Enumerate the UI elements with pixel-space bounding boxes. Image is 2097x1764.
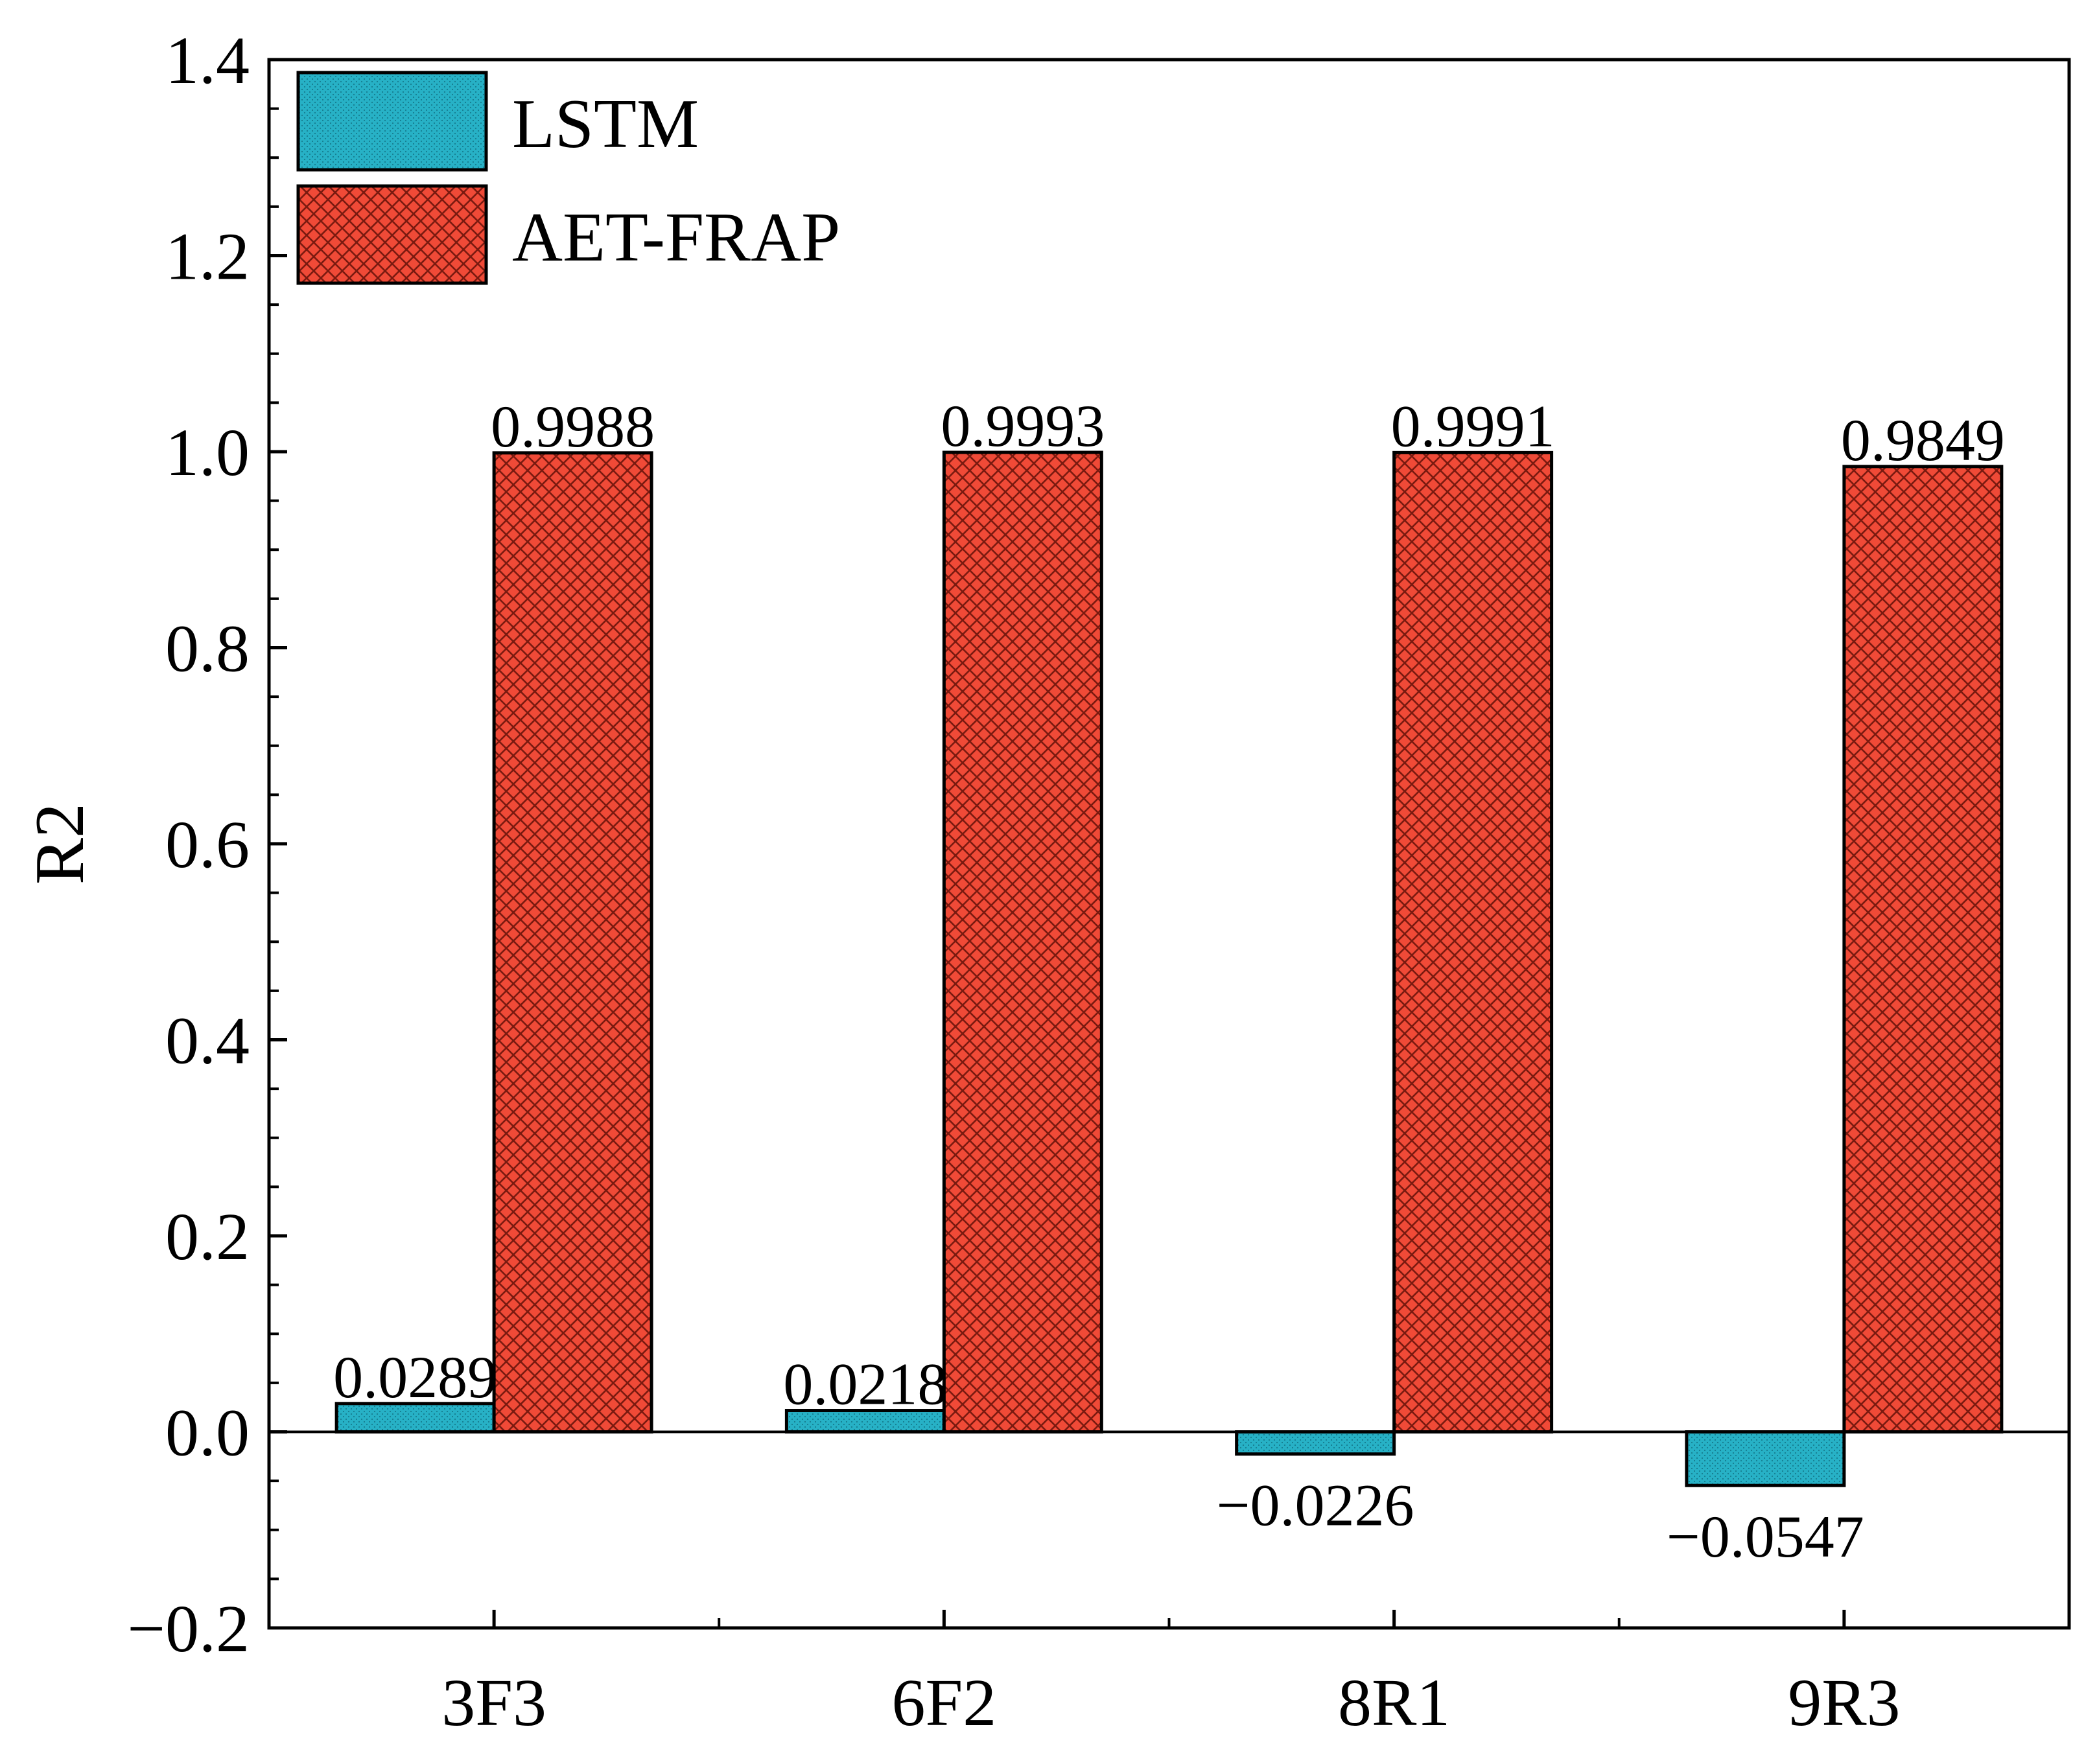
y-tick-label: 0.2 bbox=[165, 1200, 250, 1274]
x-tick-label: 6F2 bbox=[891, 1665, 996, 1740]
y-tick-label: 1.4 bbox=[165, 23, 250, 98]
labels: −0.2 0.0 0.2 0.4 0.6 0.8 1.0 1.2 1.4 3F3 6F2 8R1 9R3… bbox=[21, 23, 2005, 1740]
x-tick-label: 8R1 bbox=[1338, 1665, 1450, 1740]
x-tick-label: 9R3 bbox=[1788, 1665, 1900, 1740]
bar-lstm bbox=[784, 1409, 946, 1434]
data-label: −0.0547 bbox=[1667, 1503, 1864, 1570]
legend-label: LSTM bbox=[512, 86, 699, 163]
bars bbox=[334, 450, 2004, 1487]
bar-lstm bbox=[1685, 1430, 1846, 1487]
y-tick-label: −0.2 bbox=[127, 1592, 250, 1666]
bar-lstm bbox=[1235, 1430, 1396, 1456]
y-tick-label: 1.2 bbox=[165, 220, 250, 294]
data-label: 0.9993 bbox=[941, 393, 1105, 459]
bar-aet-frap bbox=[942, 450, 1103, 1434]
data-label: 0.0218 bbox=[783, 1351, 947, 1417]
y-tick-label: 0.0 bbox=[165, 1396, 250, 1470]
legend-swatch-aet-frap bbox=[296, 184, 488, 285]
data-label: −0.0226 bbox=[1217, 1472, 1414, 1538]
bar-aet-frap bbox=[492, 451, 653, 1434]
plot-frame bbox=[267, 58, 2071, 1630]
legend: LSTM AET-FRAP bbox=[296, 71, 840, 285]
legend-label: AET-FRAP bbox=[512, 199, 840, 276]
y-tick-label: 0.8 bbox=[165, 612, 250, 686]
x-tick-label: 3F3 bbox=[441, 1665, 546, 1740]
data-label: 0.9849 bbox=[1841, 407, 2005, 473]
y-tick-label: 0.6 bbox=[165, 807, 250, 882]
bar-aet-frap bbox=[1392, 450, 1554, 1434]
data-label: 0.9988 bbox=[491, 393, 655, 459]
y-axis-title: R2 bbox=[21, 803, 99, 885]
data-label: 0.0289 bbox=[333, 1344, 497, 1410]
bar-aet-frap bbox=[1842, 465, 2004, 1433]
y-tick-label: 0.4 bbox=[165, 1004, 250, 1078]
data-label: 0.9991 bbox=[1391, 393, 1555, 459]
y-tick-label: 1.0 bbox=[165, 415, 250, 490]
legend-swatch-lstm bbox=[296, 71, 488, 172]
